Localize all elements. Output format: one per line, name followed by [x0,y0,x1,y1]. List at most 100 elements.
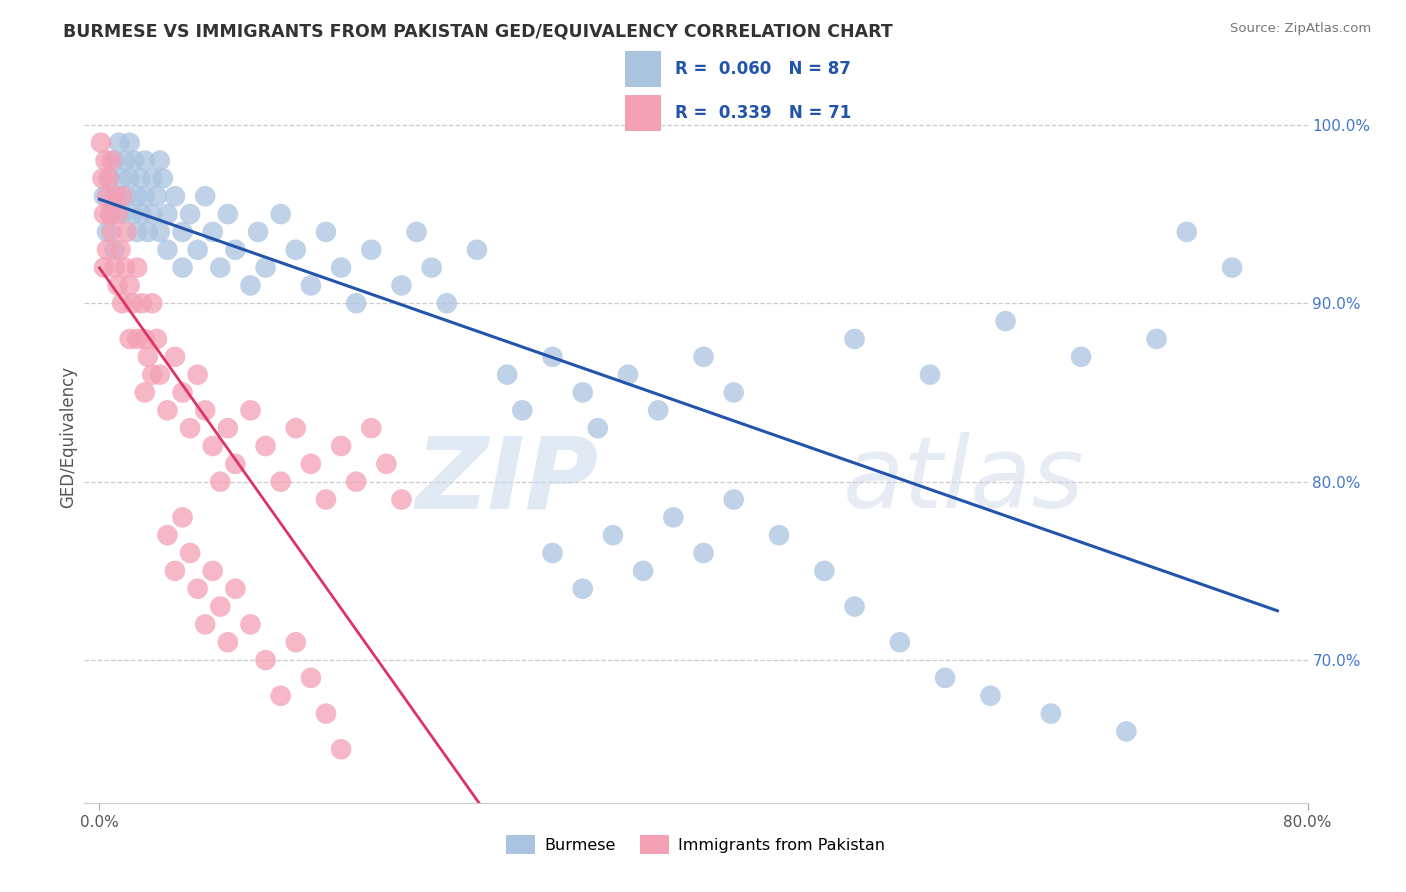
Point [134,189,156,203]
Point [100,225,122,239]
Point [103,243,125,257]
Point [111,189,134,203]
Point [254,439,277,453]
Point [254,260,277,275]
Point [114,260,136,275]
Point [723,385,745,400]
Point [201,564,224,578]
Point [299,457,322,471]
Point [723,492,745,507]
Point [103,153,125,168]
Point [586,421,609,435]
Point [510,403,533,417]
Point [141,207,163,221]
Point [405,225,427,239]
Point [115,225,138,239]
Point [134,332,156,346]
Point [330,742,353,756]
Point [163,189,186,203]
Point [391,278,413,293]
Point [209,599,232,614]
Point [107,189,129,203]
Point [201,439,224,453]
Text: ZIP: ZIP [415,433,598,530]
Point [93,207,115,221]
Point [156,403,179,417]
Point [108,136,131,150]
Point [129,171,152,186]
Point [1070,350,1092,364]
Point [103,189,125,203]
Point [91,171,114,186]
Point [284,243,307,257]
Point [284,421,307,435]
Point [602,528,624,542]
Point [662,510,685,524]
Point [114,153,136,168]
Point [315,706,337,721]
Point [98,171,121,186]
Point [172,385,194,400]
Point [194,617,217,632]
Point [768,528,790,542]
Point [127,332,149,346]
Point [111,296,134,310]
Point [187,368,209,382]
Point [239,617,262,632]
Point [239,278,262,293]
Point [172,225,194,239]
Point [1220,260,1243,275]
Point [121,207,143,221]
Point [1175,225,1198,239]
Point [163,350,186,364]
Point [465,243,488,257]
Point [136,350,159,364]
Point [270,475,292,489]
Point [115,189,138,203]
Point [172,510,194,524]
Point [391,492,413,507]
Point [156,528,179,542]
Point [103,260,125,275]
Point [692,350,714,364]
Point [100,207,122,221]
Point [254,653,277,667]
Point [131,296,153,310]
Point [146,332,169,346]
Point [239,403,262,417]
Point [571,385,593,400]
Point [692,546,714,560]
Point [270,689,292,703]
Point [94,153,117,168]
Point [217,635,239,649]
Point [97,171,120,186]
Point [436,296,458,310]
Text: atlas: atlas [842,433,1084,530]
Point [149,368,172,382]
Point [813,564,835,578]
Point [136,225,159,239]
Legend: Burmese, Immigrants from Pakistan: Burmese, Immigrants from Pakistan [501,829,891,861]
Point [994,314,1017,328]
Point [360,243,382,257]
Point [141,296,163,310]
Point [217,421,239,435]
Point [134,385,156,400]
Point [330,260,353,275]
Point [187,243,209,257]
Point [149,153,172,168]
FancyBboxPatch shape [626,51,661,87]
Point [118,136,141,150]
Point [617,368,640,382]
Point [420,260,443,275]
Point [631,564,654,578]
Point [1146,332,1168,346]
Point [979,689,1001,703]
Point [299,278,322,293]
Point [330,439,353,453]
Point [100,153,122,168]
Point [179,546,201,560]
Point [571,582,593,596]
Point [96,243,118,257]
Point [541,546,564,560]
